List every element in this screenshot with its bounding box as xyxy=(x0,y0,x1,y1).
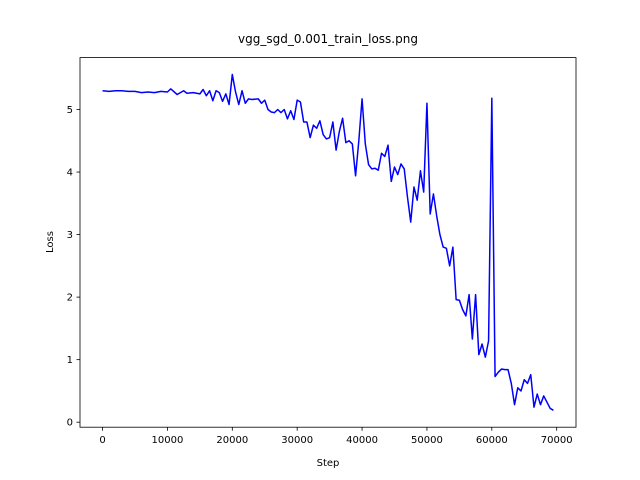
x-tick-label: 0 xyxy=(99,435,105,446)
y-tick-label: 3 xyxy=(67,230,73,241)
x-tick-label: 50000 xyxy=(411,435,443,446)
y-tick-label: 0 xyxy=(67,418,73,429)
y-tick-label: 4 xyxy=(67,168,73,179)
y-tick-label: 2 xyxy=(67,293,73,304)
data-line xyxy=(102,73,554,411)
y-tick-label: 5 xyxy=(67,105,73,116)
y-axis-label: Loss xyxy=(45,231,56,253)
x-tick-label: 60000 xyxy=(476,435,508,446)
y-tick-label: 1 xyxy=(67,355,73,366)
x-tick-label: 20000 xyxy=(216,435,248,446)
x-tick-label: 10000 xyxy=(152,435,184,446)
x-tick-label: 30000 xyxy=(281,435,313,446)
x-axis-label: Step xyxy=(317,458,340,469)
x-tick-label: 70000 xyxy=(541,435,573,446)
x-tick-label: 40000 xyxy=(346,435,378,446)
plot-frame xyxy=(79,57,577,428)
chart-title: vgg_sgd_0.001_train_loss.png xyxy=(238,32,418,46)
